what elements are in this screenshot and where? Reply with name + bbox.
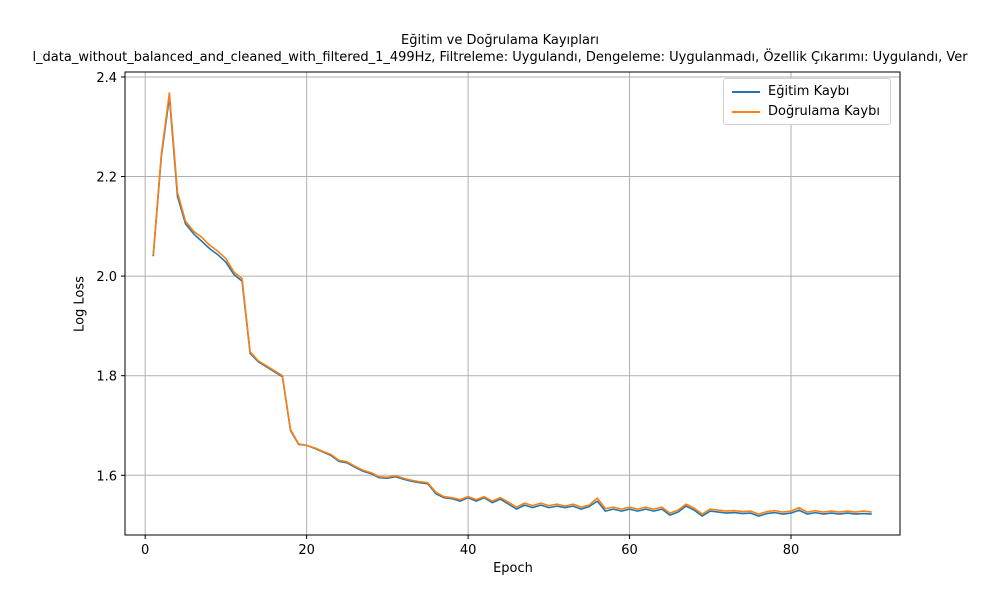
x-tick-label: 60 xyxy=(621,543,638,558)
x-tick-label: 80 xyxy=(783,543,800,558)
y-tick-label: 1.6 xyxy=(96,469,117,484)
series-lines xyxy=(152,92,872,517)
chart-subtitle: l_data_without_balanced_and_cleaned_with… xyxy=(32,50,968,65)
chart-title: Eğitim ve Doğrulama Kayıpları xyxy=(401,33,599,48)
x-tick-label: 0 xyxy=(141,543,149,558)
x-axis-label: Epoch xyxy=(493,561,533,576)
y-tick-label: 2.0 xyxy=(96,270,117,285)
y-tick-label: 2.4 xyxy=(96,71,117,86)
legend-label-train: Eğitim Kaybı xyxy=(768,84,850,99)
x-tick-label: 40 xyxy=(460,543,477,558)
legend-swatch-train xyxy=(732,90,760,93)
series-line-1 xyxy=(152,92,872,515)
legend-label-val: Doğrulama Kaybı xyxy=(768,104,880,119)
y-axis-label: Log Loss xyxy=(72,276,88,332)
x-tick-label: 20 xyxy=(298,543,315,558)
axis-ticks: 0 20 40 60 80 1.6 1.8 2.0 2.2 2.4 xyxy=(96,71,799,558)
legend-item-train: Eğitim Kaybı xyxy=(732,84,849,99)
y-tick-label: 2.2 xyxy=(96,171,117,186)
legend: Eğitim Kaybı Doğrulama Kaybı xyxy=(723,78,891,125)
series-line-0 xyxy=(152,96,872,517)
y-tick-label: 1.8 xyxy=(96,370,117,385)
legend-swatch-val xyxy=(732,110,760,113)
plot-area xyxy=(124,71,901,536)
legend-item-val: Doğrulama Kaybı xyxy=(732,104,880,119)
grid xyxy=(125,72,900,535)
